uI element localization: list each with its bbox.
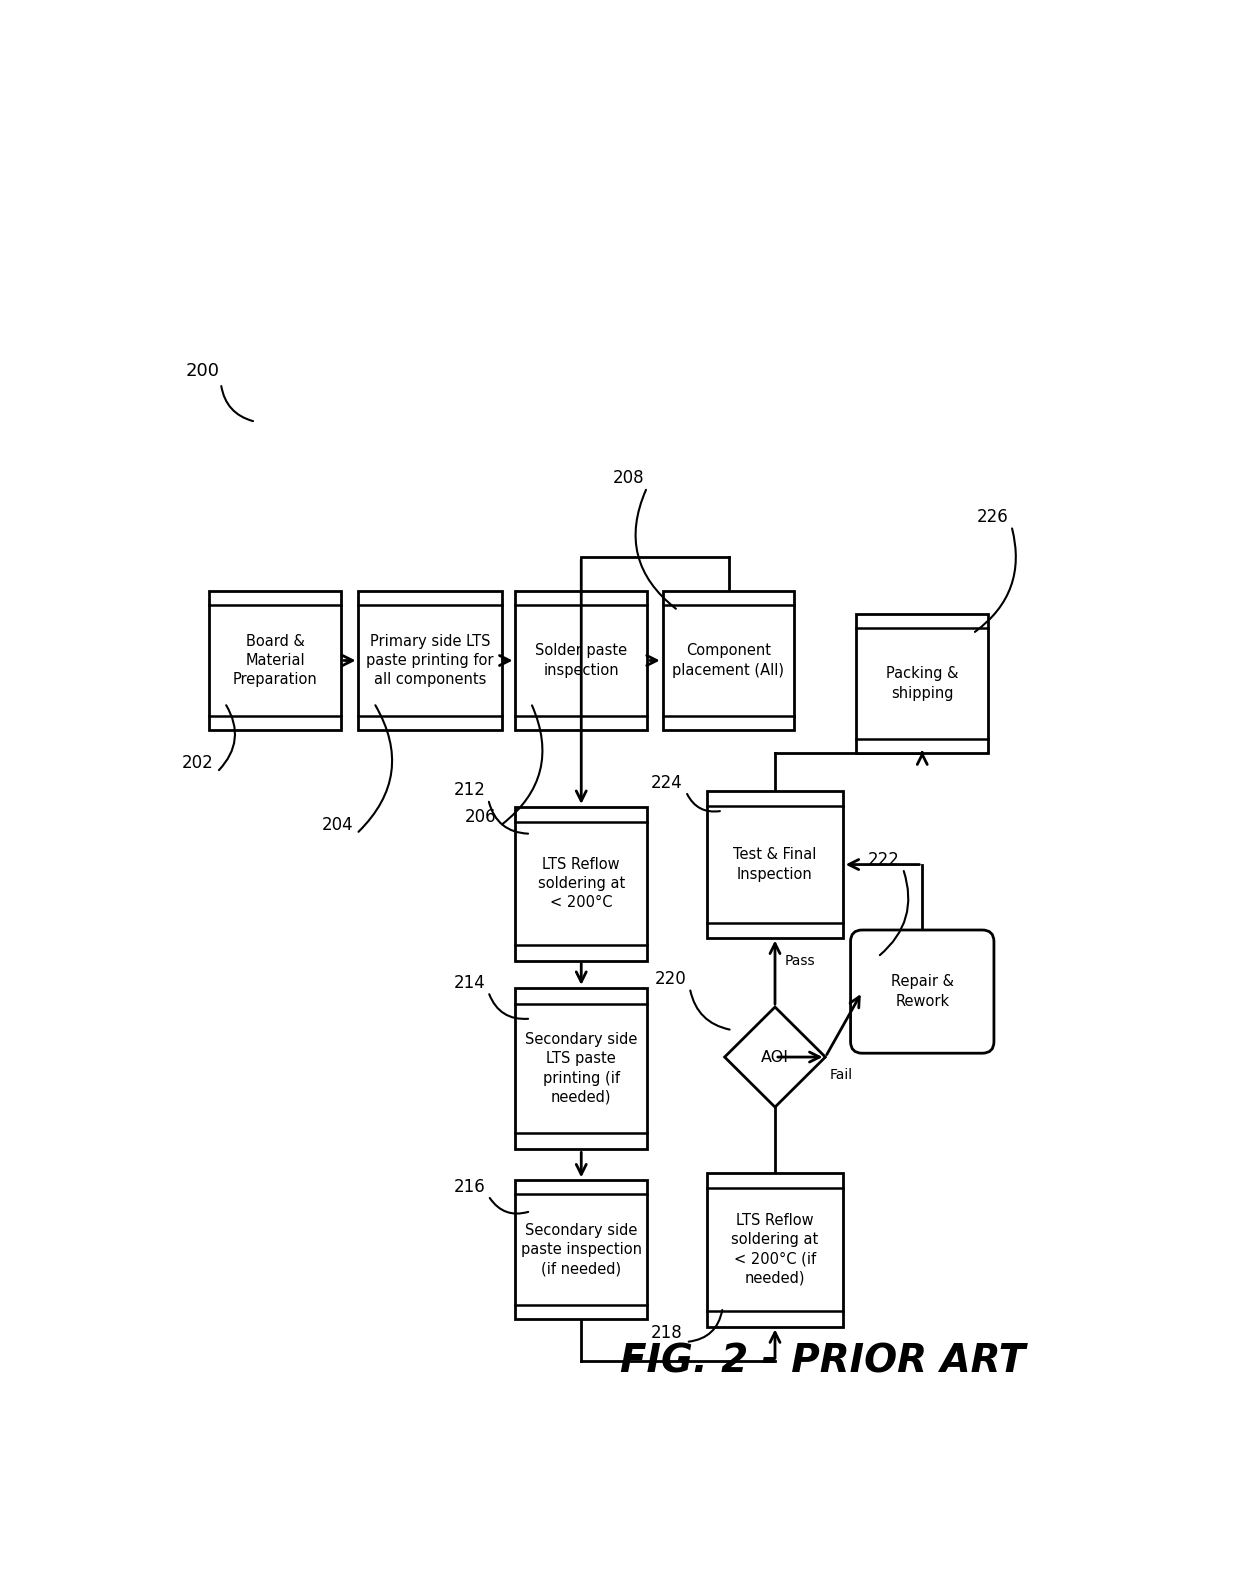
FancyArrowPatch shape — [880, 871, 909, 956]
Text: 224: 224 — [651, 774, 683, 792]
Text: 222: 222 — [868, 851, 900, 868]
Bar — [707, 1172, 843, 1326]
FancyArrowPatch shape — [636, 490, 676, 609]
Bar — [857, 614, 988, 754]
Text: 216: 216 — [454, 1178, 485, 1196]
Text: Primary side LTS
paste printing for
all components: Primary side LTS paste printing for all … — [366, 634, 494, 687]
Text: 220: 220 — [655, 970, 687, 987]
Bar — [516, 806, 647, 960]
FancyArrowPatch shape — [490, 1197, 528, 1213]
Text: 218: 218 — [651, 1324, 683, 1342]
Text: Secondary side
paste inspection
(if needed): Secondary side paste inspection (if need… — [521, 1223, 642, 1277]
Text: 204: 204 — [321, 816, 353, 833]
Bar — [210, 591, 341, 730]
Text: Test & Final
Inspection: Test & Final Inspection — [733, 847, 817, 881]
FancyArrowPatch shape — [687, 793, 720, 811]
Bar — [516, 1180, 647, 1318]
FancyArrowPatch shape — [490, 994, 528, 1019]
FancyArrowPatch shape — [691, 991, 729, 1030]
Text: 214: 214 — [454, 973, 485, 992]
Text: 208: 208 — [613, 469, 644, 488]
FancyArrowPatch shape — [358, 706, 392, 832]
Text: Fail: Fail — [830, 1067, 852, 1081]
Text: LTS Reflow
soldering at
< 200°C (if
needed): LTS Reflow soldering at < 200°C (if need… — [732, 1213, 818, 1286]
Text: 206: 206 — [465, 808, 497, 827]
FancyBboxPatch shape — [851, 930, 994, 1053]
Bar — [516, 591, 647, 730]
Bar — [516, 987, 647, 1150]
Text: Secondary side
LTS paste
printing (if
needed): Secondary side LTS paste printing (if ne… — [525, 1032, 637, 1105]
Bar — [707, 792, 843, 938]
FancyArrowPatch shape — [219, 706, 236, 770]
Text: 226: 226 — [977, 507, 1008, 526]
Text: Repair &
Rework: Repair & Rework — [890, 975, 954, 1008]
Text: AOI: AOI — [761, 1049, 789, 1065]
FancyArrowPatch shape — [975, 528, 1016, 631]
Text: 202: 202 — [182, 754, 213, 773]
FancyArrowPatch shape — [502, 706, 542, 824]
Bar — [358, 591, 502, 730]
Bar — [662, 591, 795, 730]
Text: Solder paste
inspection: Solder paste inspection — [536, 644, 627, 677]
Polygon shape — [724, 1006, 826, 1107]
Text: Pass: Pass — [784, 954, 815, 968]
Text: LTS Reflow
soldering at
< 200°C: LTS Reflow soldering at < 200°C — [538, 857, 625, 911]
Text: Board &
Material
Preparation: Board & Material Preparation — [233, 634, 317, 687]
FancyArrowPatch shape — [688, 1310, 722, 1342]
Text: 200: 200 — [186, 361, 219, 380]
Text: Packing &
shipping: Packing & shipping — [887, 666, 959, 701]
Text: 212: 212 — [454, 781, 485, 800]
Text: FIG. 2 - PRIOR ART: FIG. 2 - PRIOR ART — [620, 1342, 1025, 1380]
FancyArrowPatch shape — [221, 386, 253, 421]
FancyArrowPatch shape — [489, 801, 528, 833]
Text: Component
placement (All): Component placement (All) — [672, 644, 785, 677]
